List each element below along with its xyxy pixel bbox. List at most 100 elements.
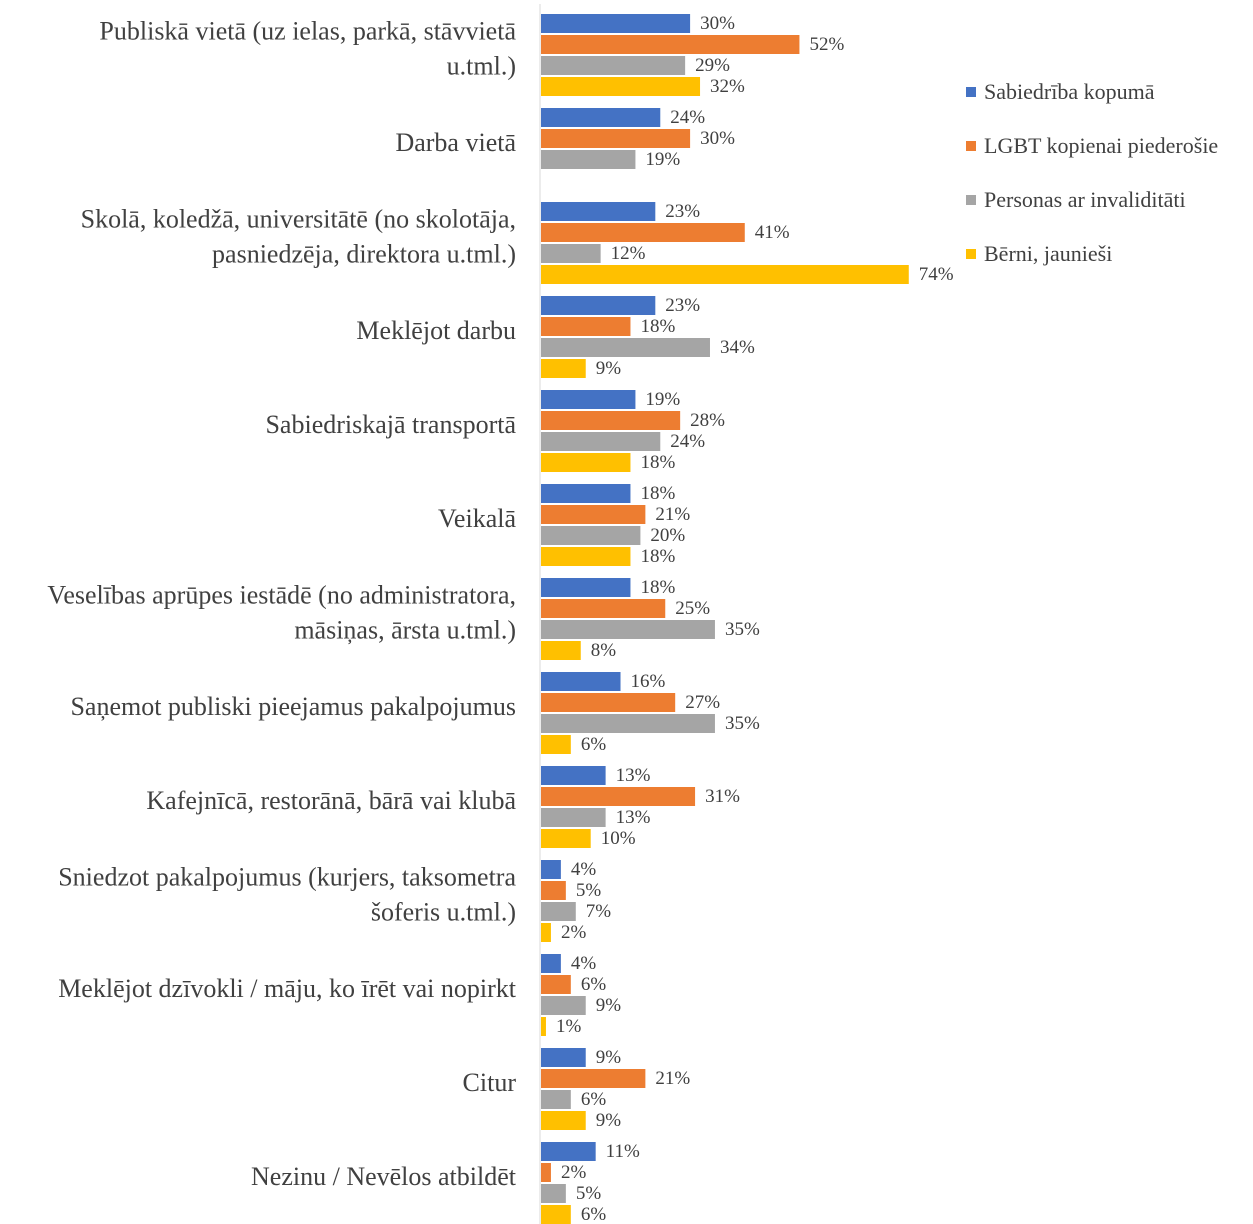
value-label-7-1: 27% [685,692,720,713]
value-label-3-2: 34% [720,337,755,358]
value-label-5-3: 18% [640,546,675,567]
bar-8-2 [541,808,606,827]
bar-0-0 [541,14,691,33]
bar-2-3 [541,265,909,284]
value-label-10-3: 1% [556,1016,582,1037]
value-label-0-3: 32% [710,76,745,97]
bar-5-1 [541,505,646,524]
legend-swatch [966,86,976,97]
legend: Sabiedrība kopumā LGBT kopienai piederoš… [966,78,1218,294]
bar-1-2 [541,150,636,169]
bar-5-0 [541,484,631,503]
category-label-5-line-0: Veikalā [438,504,516,533]
bar-5-3 [541,547,631,566]
category-label-9-line-1: šoferis u.tml.) [371,897,516,926]
value-label-1-0: 24% [670,107,705,128]
bar-11-0 [541,1048,586,1067]
bar-8-3 [541,829,591,848]
bar-7-0 [541,672,621,691]
bar-12-3 [541,1205,571,1224]
value-label-8-0: 13% [616,765,651,786]
value-label-5-2: 20% [650,525,685,546]
value-label-1-1: 30% [700,128,735,149]
value-label-11-0: 9% [596,1047,622,1068]
category-label-8-line-0: Kafejnīcā, restorānā, bārā vai klubā [146,786,516,815]
bar-12-1 [541,1163,551,1182]
value-label-8-2: 13% [616,807,651,828]
value-label-1-2: 19% [645,149,680,170]
category-label-9-line-0: Sniedzot pakalpojumus (kurjers, taksomet… [58,862,516,891]
bar-12-2 [541,1184,566,1203]
value-label-6-2: 35% [725,619,760,640]
value-label-8-1: 31% [705,786,740,807]
bar-3-0 [541,296,656,315]
value-label-2-3: 74% [919,264,954,285]
value-label-5-1: 21% [655,504,690,525]
value-label-9-0: 4% [571,859,597,880]
value-label-6-3: 8% [591,640,617,661]
bar-0-3 [541,77,701,96]
bar-3-3 [541,359,586,378]
value-label-11-3: 9% [596,1110,622,1131]
category-label-6-line-1: māsiņas, ārsta u.tml.) [294,615,516,644]
bar-11-3 [541,1111,586,1130]
value-label-10-1: 6% [581,974,607,995]
value-label-4-3: 18% [640,452,675,473]
value-label-7-0: 16% [631,671,666,692]
bar-7-1 [541,693,676,712]
value-label-0-0: 30% [700,13,735,34]
value-label-9-1: 5% [576,880,602,901]
category-label-3-line-0: Meklējot darbu [356,316,516,345]
bar-8-0 [541,766,606,785]
value-label-2-2: 12% [611,243,646,264]
bar-11-1 [541,1069,646,1088]
category-labels: Publiskā vietā (uz ielas, parkā, stāvvie… [47,16,516,1191]
bar-6-3 [541,641,581,660]
bar-9-2 [541,902,576,921]
legend-swatch [966,140,976,151]
bar-6-1 [541,599,666,618]
value-label-9-2: 7% [586,901,612,922]
bar-6-2 [541,620,715,639]
bar-4-1 [541,411,681,430]
bar-4-2 [541,432,661,451]
bar-5-2 [541,526,641,545]
bars-layer [541,14,909,1224]
value-label-7-2: 35% [725,713,760,734]
category-label-4-line-0: Sabiedriskajā transportā [265,410,516,439]
value-label-0-1: 52% [809,34,844,55]
category-label-2-line-0: Skolā, koledžā, universitātē (no skolotā… [81,204,516,233]
legend-label: Personas ar invaliditāti [984,186,1186,212]
value-label-11-2: 6% [581,1089,607,1110]
bar-7-2 [541,714,715,733]
value-label-4-2: 24% [670,431,705,452]
legend-item-2: Personas ar invaliditāti [966,186,1218,213]
value-label-4-1: 28% [690,410,725,431]
category-label-11-line-0: Citur [463,1068,517,1097]
value-label-9-3: 2% [561,922,587,943]
bar-1-1 [541,129,691,148]
category-label-1-line-0: Darba vietā [395,128,516,157]
bar-10-1 [541,975,571,994]
bar-4-3 [541,453,631,472]
value-label-4-0: 19% [645,389,680,410]
bar-4-0 [541,390,636,409]
bar-6-0 [541,578,631,597]
bar-10-2 [541,996,586,1015]
value-label-2-0: 23% [665,201,700,222]
bar-9-3 [541,923,551,942]
category-label-12-line-0: Nezinu / Nevēlos atbildēt [251,1162,517,1191]
bar-3-1 [541,317,631,336]
value-label-3-3: 9% [596,358,622,379]
bar-9-1 [541,881,566,900]
legend-label: Sabiedrība kopumā [984,78,1155,104]
value-label-8-3: 10% [601,828,636,849]
legend-item-0: Sabiedrība kopumā [966,78,1218,105]
value-label-7-3: 6% [581,734,607,755]
value-label-12-2: 5% [576,1183,602,1204]
value-label-3-0: 23% [665,295,700,316]
value-label-10-2: 9% [596,995,622,1016]
bar-11-2 [541,1090,571,1109]
category-label-7-line-0: Saņemot publiski pieejamus pakalpojumus [70,692,516,721]
